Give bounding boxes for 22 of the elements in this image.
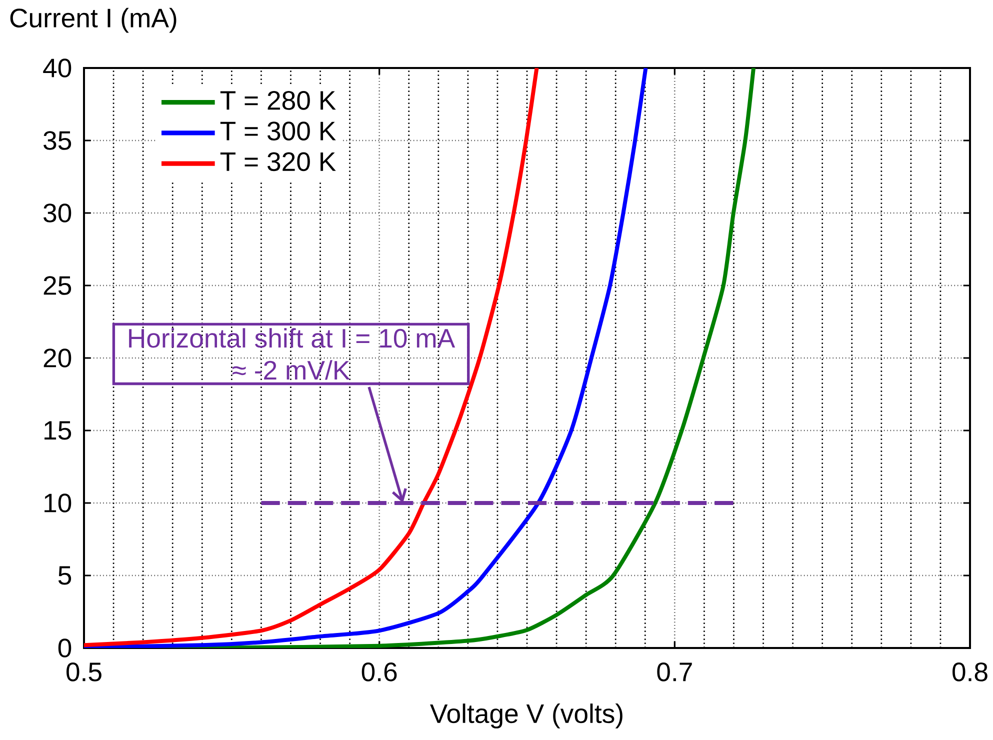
line-series (84, 68, 648, 648)
legend-label: T = 300 K (220, 122, 336, 140)
x-axis-title: Voltage V (volts) (430, 704, 622, 728)
x-tick-label: 0.5 (66, 662, 102, 682)
x-tick-label: 0.7 (657, 662, 692, 682)
y-tick-label: 40 (43, 58, 72, 78)
y-tick-label: 15 (44, 421, 72, 440)
y-tick-label: 30 (44, 204, 72, 222)
y-tick-label: 20 (44, 348, 72, 368)
legend-label: T = 280 K (220, 91, 336, 110)
x-tick-label: 0.8 (952, 662, 988, 682)
annotation: ≈ -2 mV/K (232, 360, 350, 380)
y-axis-title: Current I (mA) (10, 8, 176, 33)
x-tick-label: 0.6 (362, 662, 397, 682)
y-tick-label: 5 (58, 566, 72, 585)
y-tick-label: 10 (44, 494, 72, 512)
line-series (84, 68, 539, 648)
y-tick-label: 25 (44, 276, 72, 295)
y-tick-label: 0 (58, 638, 72, 658)
y-tick-label: 35 (44, 131, 72, 150)
legend-label: T = 320 K (220, 152, 336, 172)
annotation: Horizontal shift at I = 10 mA (129, 328, 456, 348)
